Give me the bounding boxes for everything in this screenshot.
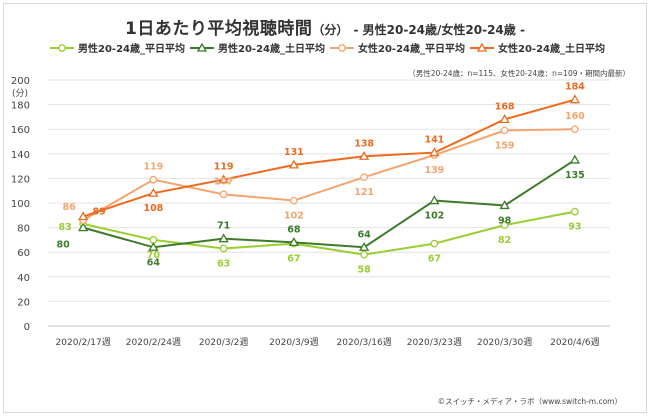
data-label: 80	[57, 240, 71, 251]
data-point	[499, 114, 510, 124]
data-point	[149, 175, 158, 184]
data-label: 139	[424, 165, 444, 176]
x-tick-label: 2020/2/17週	[56, 337, 111, 348]
data-point	[359, 150, 370, 160]
chart-title: 1日あたり平均視聴時間	[125, 19, 313, 39]
data-point	[500, 126, 509, 135]
y-tick-label: 160	[11, 125, 30, 136]
data-point	[360, 250, 368, 259]
data-point	[288, 159, 299, 169]
data-point	[219, 244, 228, 253]
series-line	[82, 159, 576, 249]
y-tick-label: 140	[11, 150, 30, 161]
legend-swatch-marker	[196, 42, 208, 52]
data-point	[569, 94, 580, 104]
data-point	[78, 222, 89, 232]
data-point	[429, 147, 440, 157]
legend-label: 女性20-24歳_土日平均	[498, 42, 605, 55]
x-tick-label: 2020/4/6週	[550, 337, 599, 348]
data-point	[218, 174, 229, 184]
chart-subtitle: - 男性20-24歳/女性20-24歳 -	[353, 23, 525, 37]
y-tick-label: 0	[24, 322, 30, 333]
data-label: 93	[568, 222, 581, 233]
data-point	[569, 154, 580, 164]
data-label: 119	[143, 162, 163, 173]
y-tick-label: 80	[17, 224, 30, 235]
data-label: 138	[354, 138, 374, 149]
y-axis-label: (分)	[12, 88, 28, 99]
data-label: 71	[217, 221, 230, 232]
legend-swatch-marker	[338, 44, 346, 52]
data-label: 82	[498, 235, 511, 246]
legend-label: 女性20-24歳_平日平均	[358, 42, 465, 55]
x-tick-label: 2020/3/23週	[407, 337, 462, 348]
data-point	[500, 221, 509, 229]
data-label: 141	[424, 135, 444, 146]
data-label: 107	[214, 176, 234, 187]
chart-title-unit: （分）	[312, 23, 349, 37]
series-line	[82, 98, 576, 218]
data-label: 68	[287, 224, 301, 235]
data-label: 121	[354, 187, 374, 198]
data-label: 135	[565, 170, 585, 181]
data-label: 168	[495, 101, 515, 112]
data-point	[430, 239, 439, 248]
data-label: 64	[147, 257, 161, 268]
credit: ©スイッチ・メディア・ラボ（www.switch-m.com）	[437, 397, 622, 406]
data-label: 119	[214, 162, 234, 173]
data-label: 102	[284, 211, 304, 222]
data-label: 64	[358, 229, 372, 240]
x-tick-label: 2020/3/30週	[477, 337, 532, 348]
data-point	[148, 187, 159, 197]
x-tick-label: 2020/2/24週	[126, 337, 181, 348]
y-tick-label: 60	[17, 248, 30, 259]
data-label: 160	[565, 111, 585, 122]
x-tick-label: 2020/3/2週	[199, 337, 248, 348]
legend-label: 男性20-24歳_平日平均	[78, 42, 185, 55]
legend-label: 男性20-24歳_土日平均	[218, 42, 325, 55]
y-tick-label: 180	[11, 101, 30, 112]
series-line	[82, 128, 575, 222]
y-tick-label: 200	[11, 76, 30, 87]
data-point	[571, 125, 579, 134]
data-label: 108	[143, 203, 163, 214]
data-point	[571, 207, 579, 216]
data-label: 102	[424, 211, 444, 222]
x-tick-label: 2020/3/9週	[269, 337, 318, 348]
data-label: 83	[59, 222, 72, 233]
y-tick-label: 100	[11, 199, 30, 210]
data-label: 67	[428, 254, 441, 265]
y-tick-label: 40	[17, 273, 30, 284]
data-point	[148, 241, 159, 251]
data-point	[429, 195, 440, 205]
data-label: 63	[217, 259, 230, 270]
data-label: 184	[565, 82, 585, 93]
data-point	[499, 200, 510, 210]
data-label: 67	[287, 254, 300, 265]
data-point	[218, 233, 229, 243]
series-line	[82, 210, 576, 256]
data-label: 131	[284, 147, 304, 158]
data-label: 86	[63, 202, 77, 213]
sample-note: （男性20-24歳：n=115、女性20-24歳：n=109・期間内最新）	[408, 69, 630, 78]
data-label: 70	[147, 250, 161, 261]
y-tick-label: 20	[17, 297, 30, 308]
data-point	[290, 196, 298, 205]
data-point	[219, 190, 228, 199]
title-row: 1日あたり平均視聴時間（分） - 男性20-24歳/女性20-24歳 -	[0, 14, 650, 39]
data-point	[288, 237, 299, 247]
data-label: 98	[498, 215, 512, 226]
data-point	[78, 211, 89, 221]
data-label: 159	[495, 140, 515, 151]
data-point	[360, 173, 368, 182]
data-point	[359, 241, 370, 251]
data-label: 58	[358, 265, 372, 276]
legend-swatch-marker	[58, 44, 66, 52]
data-label: 89	[93, 207, 106, 218]
y-tick-label: 120	[11, 174, 30, 185]
legend-swatch-marker	[476, 42, 488, 52]
x-tick-label: 2020/3/16週	[337, 337, 392, 348]
